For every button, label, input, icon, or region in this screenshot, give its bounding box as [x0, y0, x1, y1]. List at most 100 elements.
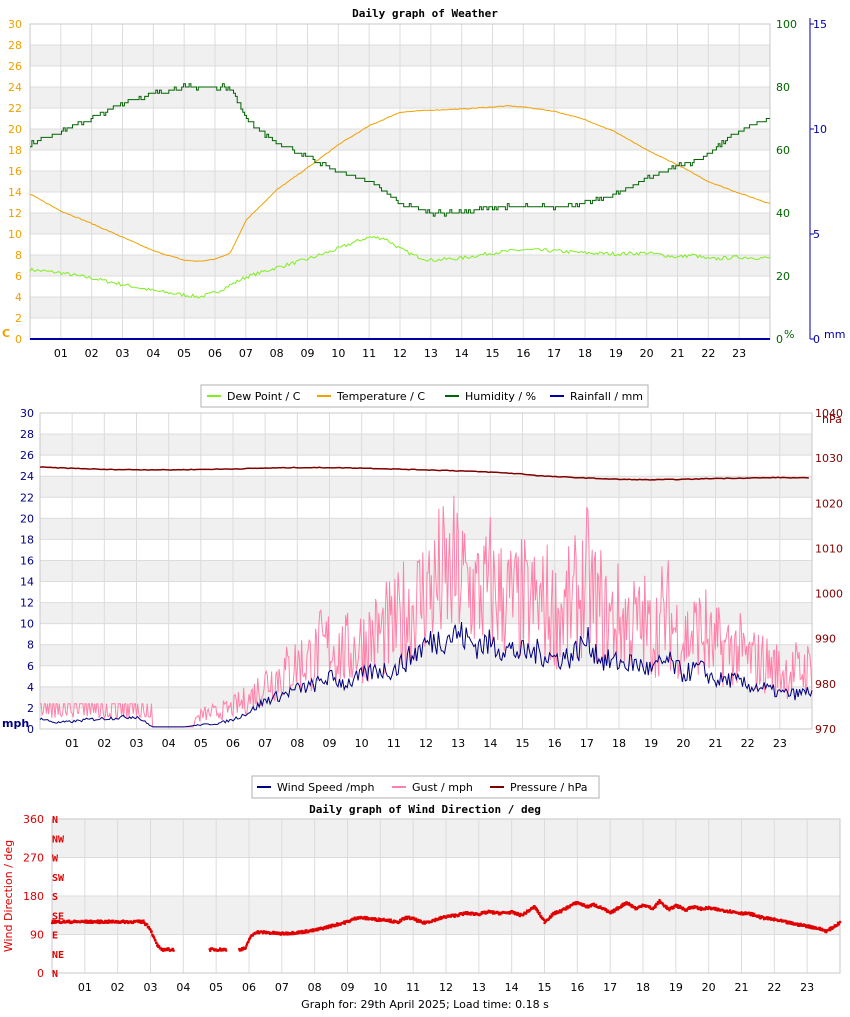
direction-tick-label: 360 [23, 813, 44, 826]
direction-point [640, 905, 643, 909]
direction-point [156, 943, 159, 946]
direction-point [837, 923, 841, 926]
direction-point [753, 912, 756, 915]
wind-x-tick-label: 22 [741, 737, 755, 750]
weather-x-tick-label: 06 [208, 347, 222, 360]
direction-point [525, 911, 528, 914]
direction-point [676, 904, 679, 907]
direction-point [171, 948, 175, 951]
direction-point [518, 915, 522, 918]
direction-point [54, 921, 58, 924]
wind-x-tick-label: 09 [323, 737, 337, 750]
direction-point [759, 917, 762, 920]
weather-left-tick-label: 4 [15, 291, 22, 304]
direction-point [581, 902, 584, 906]
direction-point [611, 911, 615, 914]
direction-x-tick-label: 16 [570, 981, 584, 994]
direction-point [536, 909, 540, 912]
direction-point [657, 901, 661, 904]
direction-point [831, 927, 835, 930]
direction-point [115, 919, 118, 923]
direction-point [152, 934, 155, 937]
direction-point [149, 928, 152, 932]
direction-point [527, 910, 530, 913]
direction-x-tick-label: 18 [636, 981, 650, 994]
direction-point [582, 903, 586, 906]
wind-x-tick-label: 18 [612, 737, 626, 750]
direction-point [751, 914, 755, 918]
direction-point [61, 920, 65, 924]
direction-point [104, 920, 107, 923]
direction-point [51, 919, 54, 922]
direction-point [554, 912, 558, 915]
direction-point [692, 906, 696, 910]
direction-tick-label: 270 [23, 852, 44, 865]
wind-x-tick-label: 20 [676, 737, 690, 750]
direction-point [312, 930, 315, 933]
compass-label: SW [52, 873, 65, 884]
wind-speed-line [39, 621, 813, 728]
direction-tick-label: 180 [23, 890, 44, 903]
weather-chart: Daily graph of Weather024681012141618202… [2, 7, 845, 408]
direction-point [87, 919, 90, 923]
wind-legend-box [251, 775, 600, 799]
direction-point [255, 932, 258, 935]
direction-point [836, 924, 839, 927]
direction-point [249, 936, 252, 939]
direction-point [681, 906, 685, 909]
weather-x-tick-label: 23 [732, 347, 746, 360]
weather-left-tick-label: 18 [8, 144, 22, 157]
weather-x-tick-label: 14 [455, 347, 469, 360]
weather-x-tick-label: 19 [609, 347, 623, 360]
direction-point [353, 916, 356, 919]
weather-left-tick-label: 6 [15, 270, 22, 283]
direction-point [414, 917, 418, 920]
direction-point [609, 912, 612, 915]
weather-left-tick-label: 14 [8, 186, 22, 199]
direction-point [398, 920, 401, 924]
direction-point [90, 920, 94, 923]
direction-point [791, 921, 795, 924]
direction-point [292, 931, 295, 934]
wind-left-tick-label: 24 [20, 470, 34, 483]
direction-point [522, 912, 525, 916]
direction-point [374, 917, 378, 921]
pressure-tick-label: 970 [815, 723, 836, 736]
direction-point [825, 931, 828, 934]
wind-x-tick-label: 12 [419, 737, 433, 750]
wind-x-tick-label: 05 [194, 737, 208, 750]
wind-left-tick-label: 20 [20, 512, 34, 525]
direction-point [240, 949, 243, 952]
weather-x-tick-label: 13 [424, 347, 438, 360]
direction-point [818, 926, 821, 930]
direction-x-tick-label: 08 [308, 981, 322, 994]
direction-point [218, 947, 222, 950]
direction-x-tick-label: 15 [538, 981, 552, 994]
direction-point [408, 915, 411, 918]
wind-x-tick-label: 11 [387, 737, 401, 750]
direction-point [140, 921, 143, 925]
direction-x-tick-label: 20 [702, 981, 716, 994]
direction-point [275, 932, 279, 936]
weather-x-tick-label: 05 [177, 347, 191, 360]
direction-point [605, 910, 609, 913]
direction-x-tick-label: 13 [472, 981, 486, 994]
wind-left-tick-label: 22 [20, 491, 34, 504]
wind-x-tick-label: 03 [130, 737, 144, 750]
weather-x-tick-label: 20 [640, 347, 654, 360]
direction-point [696, 905, 699, 908]
direction-point [635, 907, 639, 911]
direction-point [579, 902, 582, 905]
wind-left-tick-label: 30 [20, 407, 34, 420]
direction-point [285, 931, 288, 934]
direction-point [773, 917, 776, 920]
direction-point [550, 915, 553, 919]
direction-point [434, 920, 437, 923]
direction-point [247, 940, 250, 943]
direction-point [624, 903, 627, 906]
direction-point [480, 913, 483, 916]
weather-left-tick-label: 0 [15, 333, 22, 346]
direction-x-tick-label: 10 [373, 981, 387, 994]
wind-left-tick-label: 10 [20, 618, 34, 631]
direction-point [814, 926, 818, 929]
